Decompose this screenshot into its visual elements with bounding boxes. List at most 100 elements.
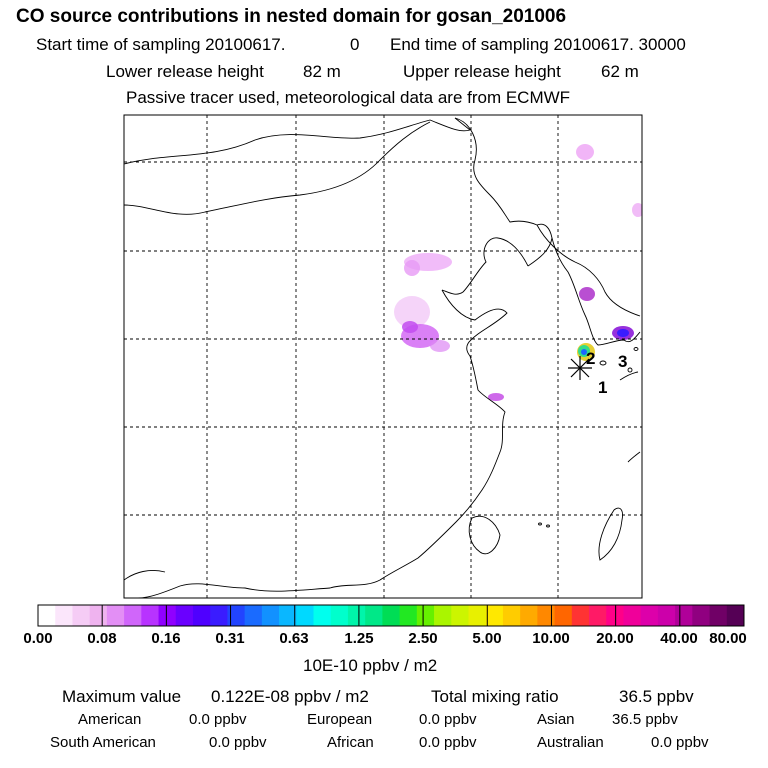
southwest-border (124, 569, 166, 581)
colorbar (38, 605, 745, 626)
colorbar-swatch (55, 605, 73, 626)
colorbar-swatch (141, 605, 159, 626)
region-asian-label: Asian (537, 711, 575, 728)
islet-1 (627, 367, 633, 373)
korea-north-coast (536, 224, 641, 317)
region-american-value: 0.0 ppbv (189, 711, 247, 728)
colorbar-swatch (382, 605, 401, 626)
plume-inner-mongolia-core (404, 260, 420, 276)
upper-release-label: Upper release height (403, 62, 561, 81)
region-asian-value: 36.5 ppbv (612, 711, 678, 728)
region-australian-value: 0.0 ppbv (651, 734, 709, 751)
region-european-label: European (307, 711, 373, 728)
taiwan-island (468, 515, 501, 555)
japan-islands-2 (627, 451, 641, 463)
colorbar-swatch (640, 605, 659, 626)
tracer-note: Passive tracer used, meteorological data… (126, 88, 571, 107)
mongolia-border (124, 117, 471, 165)
colorbar-swatch (72, 605, 91, 626)
receptor-star-icon (568, 356, 592, 380)
region-african-value: 0.0 ppbv (419, 734, 477, 751)
source-plumes (394, 144, 642, 401)
colorbar-tick-0: 0.00 (23, 630, 53, 647)
figure-title: CO source contributions in nested domain… (16, 6, 567, 27)
lat-lon-grid (124, 115, 642, 598)
colorbar-swatch (347, 605, 366, 626)
colorbar-tick-2: 0.16 (151, 630, 181, 647)
colorbar-swatch (365, 605, 383, 626)
colorbar-swatch (106, 605, 125, 626)
colorbar-swatch (175, 605, 194, 626)
colorbar-unit-label: 10E-10 ppbv / m2 (303, 656, 438, 675)
islet-2 (633, 347, 639, 351)
start-time-hour: 0 (350, 35, 360, 54)
colorbar-swatch (571, 605, 590, 626)
colorbar-swatch (709, 605, 728, 626)
colorbar-swatch (261, 605, 280, 626)
colorbar-frame (37, 604, 745, 627)
colorbar-swatch (692, 605, 710, 626)
coastlines (124, 117, 641, 598)
colorbar-swatch (537, 605, 555, 626)
region-american-label: American (78, 711, 142, 728)
colorbar-swatch (502, 605, 521, 626)
colorbar-swatch (227, 605, 246, 626)
region-australian-label: Australian (537, 734, 604, 751)
colorbar-swatch (589, 605, 607, 626)
colorbar-swatch (279, 605, 297, 626)
colorbar-swatch (606, 605, 624, 626)
colorbar-swatch (124, 605, 142, 626)
region-south-american-label: South American (50, 734, 156, 751)
colorbar-swatch (89, 605, 108, 626)
region-european-value: 0.0 ppbv (419, 711, 477, 728)
colorbar-tick-11: 80.00 (709, 630, 747, 647)
colorbar-swatch (330, 605, 349, 626)
islet-3 (546, 524, 550, 528)
plume-ncp-core (402, 321, 418, 333)
total-mixing-label: Total mixing ratio (431, 687, 559, 706)
receptor-marker-1: 1 (598, 378, 607, 397)
colorbar-swatch (520, 605, 538, 626)
map-frame-fill (124, 115, 642, 598)
plume-korea-southeast-core (617, 329, 629, 337)
plume-east-sea (632, 203, 642, 217)
colorbar-swatch (399, 605, 418, 626)
korean-peninsula (551, 237, 641, 346)
colorbar-swatch (623, 605, 642, 626)
colorbar-tick-3: 0.31 (215, 630, 245, 647)
colorbar-tick-7: 5.00 (472, 630, 502, 647)
lower-release-value: 82 m (303, 62, 341, 81)
colorbar-swatch (434, 605, 452, 626)
region-south-american-value: 0.0 ppbv (209, 734, 267, 751)
colorbar-tick-4: 0.63 (279, 630, 309, 647)
china-east-coast (137, 289, 508, 598)
colorbar-swatch (554, 605, 573, 626)
colorbar-swatch (158, 605, 177, 626)
upper-release-value: 62 m (601, 62, 639, 81)
plume-receptor-core (581, 349, 587, 355)
colorbar-tick-6: 2.50 (408, 630, 438, 647)
max-value-label: Maximum value (62, 687, 182, 706)
receptor-marker-3: 3 (618, 352, 627, 371)
colorbar-tick-9: 20.00 (596, 630, 634, 647)
max-value: 0.122E-08 ppbv / m2 (211, 687, 369, 706)
map-content: 1 2 3 (124, 115, 642, 598)
colorbar-swatch (313, 605, 332, 626)
colorbar-swatch (38, 605, 56, 626)
inner-mongolia-border (124, 121, 431, 215)
plume-northeast (576, 144, 594, 160)
colorbar-swatch (675, 605, 693, 626)
plume-north-korea (579, 287, 595, 301)
jeju-island (599, 360, 607, 366)
map-frame (123, 114, 643, 599)
region-african-label: African (327, 734, 374, 751)
colorbar-tick-10: 40.00 (660, 630, 698, 647)
receptor-marker-2: 2 (586, 349, 595, 368)
colorbar-dividers (101, 605, 681, 626)
taiwan (598, 507, 623, 561)
colorbar-swatch (244, 605, 263, 626)
colorbar-swatch (451, 605, 469, 626)
japan-islands-1 (619, 371, 639, 381)
